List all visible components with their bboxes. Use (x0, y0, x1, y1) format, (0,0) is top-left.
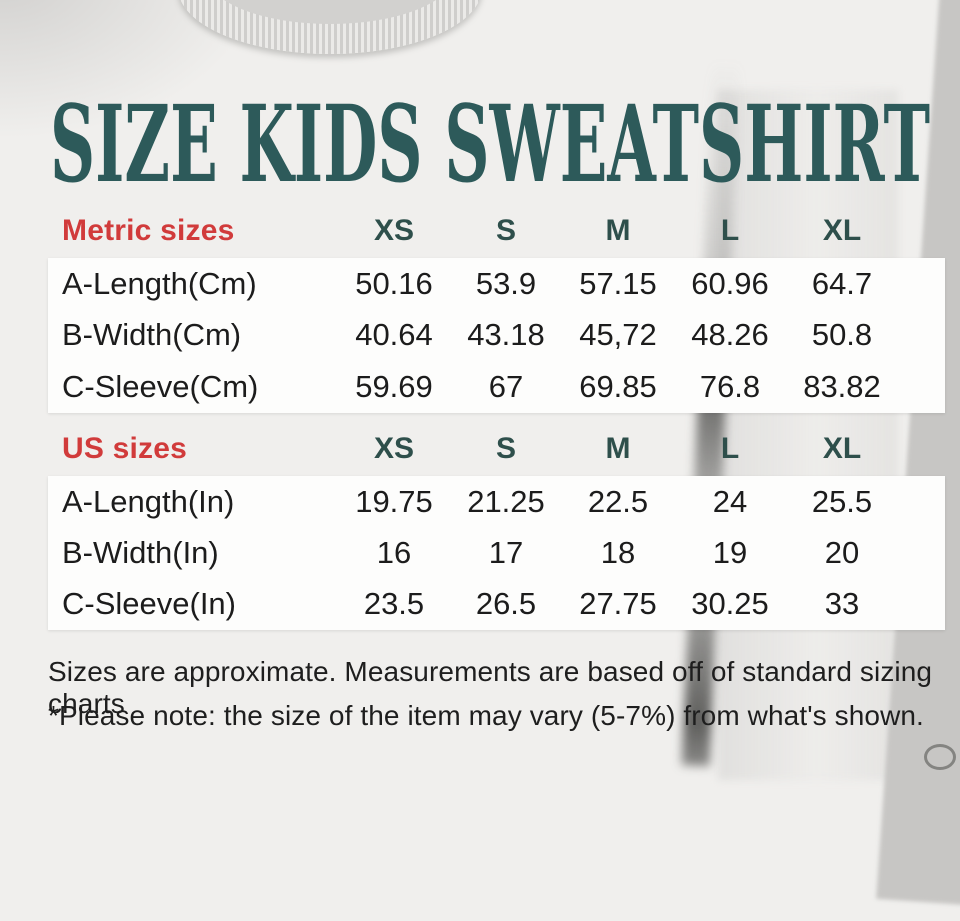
us-size-col-l: L (720, 432, 740, 465)
cell-value: 67 (488, 369, 524, 405)
table-row: C-Sleeve(In) 23.5 26.5 27.75 30.25 33 (48, 579, 945, 630)
table-row: B-Width(Cm) 40.64 43.18 45,72 48.26 50.8 (48, 310, 945, 362)
cell-value: 21.25 (467, 483, 545, 519)
cell-value: 50.16 (355, 265, 433, 301)
metric-size-col-xs: XS (373, 214, 415, 247)
page-title: SIZE KIDS SWEATSHIRT (50, 84, 930, 192)
cell-value: 22.5 (587, 483, 649, 519)
row-label-b-width-cm: B-Width(Cm) (62, 317, 242, 353)
cell-value: 17 (488, 534, 524, 570)
cell-value: 60.96 (691, 265, 769, 301)
cell-value: 40.64 (355, 317, 433, 353)
metric-size-col-s: S (495, 214, 516, 247)
footnote-variance: *Please note: the size of the item may v… (48, 700, 924, 731)
corner-watermark-icon (924, 744, 956, 770)
us-size-col-xs: XS (373, 432, 415, 465)
table-row: A-Length(Cm) 50.16 53.9 57.15 60.96 64.7 (48, 258, 945, 310)
cell-value: 27.75 (579, 586, 657, 622)
us-size-col-xl: XL (822, 432, 862, 465)
us-size-col-m: M (605, 432, 631, 465)
sweatshirt-sleeve-shading (718, 90, 898, 780)
us-sizes-label: US sizes (62, 432, 187, 465)
row-label-c-sleeve-cm: C-Sleeve(Cm) (62, 369, 259, 405)
row-label-c-sleeve-in: C-Sleeve(In) (62, 586, 236, 622)
cell-value: 18 (600, 534, 636, 570)
cell-value: 30.25 (691, 586, 769, 622)
cell-value: 83.82 (803, 369, 881, 405)
page-title-text: SIZE KIDS SWEATSHIRT (50, 84, 930, 192)
cell-value: 48.26 (691, 317, 769, 353)
table-row: C-Sleeve(Cm) 59.69 67 69.85 76.8 83.82 (48, 361, 945, 413)
us-size-col-s: S (495, 432, 516, 465)
metric-sizes-label: Metric sizes (62, 214, 235, 247)
metric-size-col-xl: XL (822, 214, 862, 247)
cell-value: 16 (376, 534, 412, 570)
table-row: B-Width(In) 16 17 18 19 20 (48, 527, 945, 578)
cell-value: 76.8 (699, 369, 761, 405)
cell-value: 24 (712, 483, 748, 519)
cell-value: 64.7 (811, 265, 873, 301)
cell-value: 59.69 (355, 369, 433, 405)
metric-size-col-m: M (605, 214, 631, 247)
cell-value: 26.5 (475, 586, 537, 622)
row-label-b-width-in: B-Width(In) (62, 534, 219, 570)
metric-table: A-Length(Cm) 50.16 53.9 57.15 60.96 64.7… (48, 258, 945, 413)
cell-value: 43.18 (467, 317, 545, 353)
cell-value: 20 (824, 534, 860, 570)
row-label-a-length-cm: A-Length(Cm) (62, 265, 257, 301)
row-label-a-length-in: A-Length(In) (62, 483, 235, 519)
cell-value: 33 (824, 586, 860, 622)
cell-value: 23.5 (363, 586, 425, 622)
metric-size-col-l: L (720, 214, 740, 247)
us-header-row: US sizes XS S M L XL (48, 424, 916, 474)
table-row: A-Length(In) 19.75 21.25 22.5 24 25.5 (48, 476, 945, 527)
cell-value: 50.8 (811, 317, 873, 353)
cell-value: 19.75 (355, 483, 433, 519)
us-table: A-Length(In) 19.75 21.25 22.5 24 25.5 B-… (48, 476, 945, 630)
cell-value: 53.9 (475, 265, 537, 301)
cell-value: 45,72 (579, 317, 657, 353)
cell-value: 25.5 (811, 483, 873, 519)
footnote-approximate: Sizes are approximate. Measurements are … (48, 656, 933, 719)
cell-value: 19 (712, 534, 748, 570)
metric-header-row: Metric sizes XS S M L XL (48, 206, 916, 256)
cell-value: 57.15 (579, 265, 657, 301)
cell-value: 69.85 (579, 369, 657, 405)
